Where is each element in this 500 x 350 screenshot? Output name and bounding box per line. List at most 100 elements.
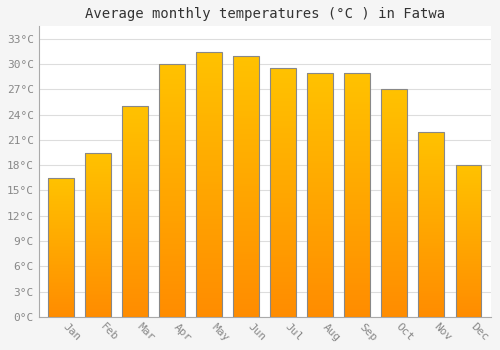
Bar [382, 239, 407, 242]
Bar [122, 222, 148, 224]
Bar [48, 185, 74, 186]
Bar [85, 253, 111, 254]
Bar [122, 233, 148, 235]
Bar [48, 267, 74, 268]
Bar [48, 235, 74, 236]
Bar [234, 160, 259, 163]
Bar [308, 163, 334, 166]
Bar [48, 290, 74, 292]
Bar [344, 285, 370, 287]
Bar [308, 82, 334, 85]
Bar [234, 252, 259, 254]
Bar [456, 191, 481, 193]
Bar [456, 305, 481, 306]
Bar [344, 202, 370, 204]
Bar [85, 189, 111, 190]
Bar [159, 69, 185, 72]
Bar [456, 289, 481, 291]
Bar [456, 180, 481, 182]
Bar [234, 225, 259, 228]
Bar [234, 92, 259, 95]
Bar [382, 219, 407, 221]
Bar [270, 98, 296, 101]
Bar [456, 217, 481, 218]
Bar [85, 179, 111, 181]
Bar [344, 251, 370, 253]
Bar [308, 144, 334, 146]
Bar [159, 279, 185, 281]
Bar [308, 271, 334, 273]
Bar [270, 277, 296, 280]
Bar [270, 116, 296, 118]
Bar [196, 128, 222, 131]
Bar [456, 183, 481, 185]
Bar [122, 235, 148, 237]
Bar [344, 75, 370, 77]
Bar [344, 144, 370, 146]
Bar [122, 275, 148, 277]
Bar [159, 130, 185, 132]
Bar [456, 282, 481, 284]
Bar [308, 151, 334, 153]
Bar [270, 71, 296, 74]
Bar [456, 232, 481, 233]
Bar [456, 302, 481, 303]
Bar [344, 112, 370, 114]
Bar [122, 300, 148, 302]
Bar [308, 307, 334, 309]
Bar [48, 250, 74, 252]
Bar [456, 182, 481, 183]
Bar [48, 200, 74, 202]
Bar [308, 244, 334, 246]
Bar [270, 205, 296, 208]
Bar [418, 250, 444, 252]
Bar [159, 77, 185, 79]
Bar [122, 268, 148, 271]
Bar [196, 105, 222, 107]
Bar [48, 315, 74, 317]
Bar [85, 190, 111, 192]
Bar [382, 315, 407, 317]
Bar [418, 263, 444, 265]
Bar [48, 217, 74, 218]
Bar [418, 232, 444, 233]
Bar [270, 292, 296, 294]
Bar [234, 283, 259, 286]
Bar [418, 154, 444, 156]
Bar [382, 121, 407, 124]
Bar [418, 167, 444, 169]
Bar [382, 94, 407, 96]
Bar [85, 156, 111, 158]
Bar [85, 300, 111, 302]
Bar [344, 309, 370, 312]
Bar [85, 217, 111, 218]
Bar [85, 166, 111, 167]
Bar [270, 158, 296, 160]
Bar [344, 224, 370, 226]
Bar [122, 186, 148, 188]
Bar [270, 103, 296, 106]
Bar [344, 185, 370, 187]
Bar [85, 302, 111, 304]
Bar [159, 122, 185, 125]
Bar [234, 176, 259, 178]
Bar [159, 259, 185, 261]
Bar [418, 211, 444, 213]
Bar [270, 314, 296, 317]
Bar [85, 225, 111, 226]
Bar [418, 295, 444, 296]
Bar [344, 207, 370, 209]
Bar [85, 271, 111, 272]
Bar [159, 150, 185, 153]
Bar [456, 248, 481, 250]
Bar [196, 168, 222, 171]
Bar [234, 95, 259, 98]
Bar [85, 172, 111, 174]
Bar [85, 295, 111, 297]
Bar [382, 151, 407, 153]
Bar [308, 278, 334, 280]
Bar [122, 176, 148, 178]
Bar [456, 189, 481, 191]
Bar [308, 239, 334, 241]
Bar [122, 195, 148, 197]
